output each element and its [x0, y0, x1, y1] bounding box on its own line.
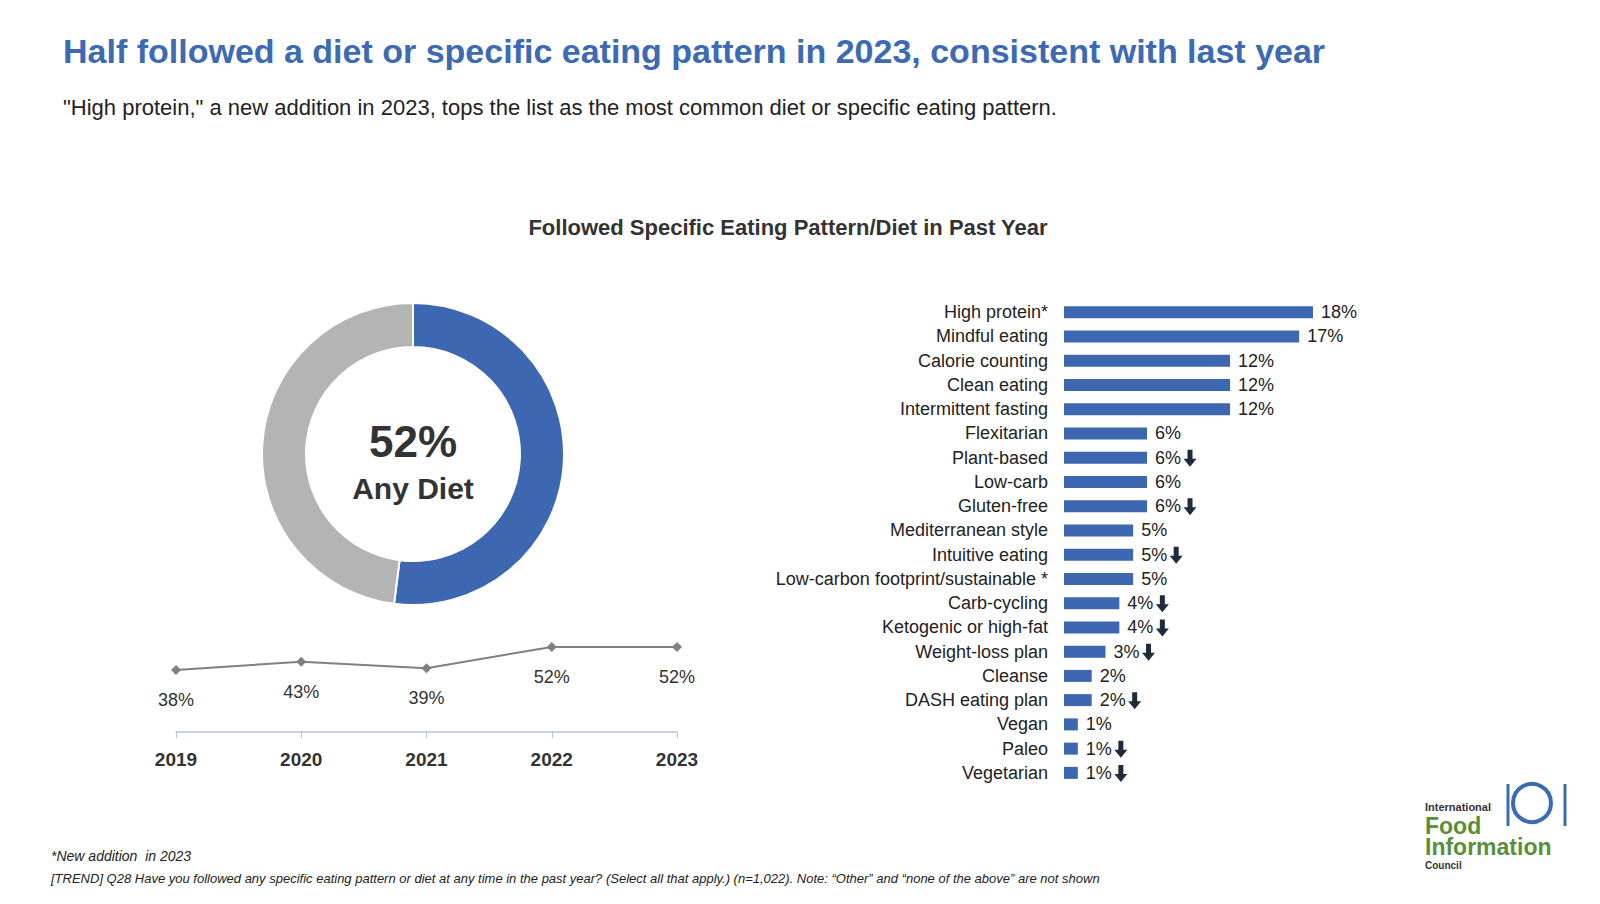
svg-text:Vegan: Vegan: [997, 714, 1048, 734]
svg-text:12%: 12%: [1238, 399, 1274, 419]
svg-text:Mindful eating: Mindful eating: [936, 326, 1048, 346]
svg-text:12%: 12%: [1238, 351, 1274, 371]
svg-text:2022: 2022: [531, 749, 573, 770]
svg-text:52%: 52%: [534, 667, 570, 687]
svg-text:Followed Specific Eating Patte: Followed Specific Eating Pattern/Diet in…: [528, 215, 1048, 240]
svg-text:High protein*: High protein*: [944, 302, 1048, 322]
svg-text:"High protein," a new addition: "High protein," a new addition in 2023, …: [63, 95, 1057, 120]
svg-text:Flexitarian: Flexitarian: [965, 423, 1048, 443]
svg-text:Mediterranean style: Mediterranean style: [890, 520, 1048, 540]
svg-text:12%: 12%: [1238, 375, 1274, 395]
svg-text:39%: 39%: [408, 688, 444, 708]
svg-text:38%: 38%: [158, 690, 194, 710]
svg-text:International: International: [1425, 801, 1491, 813]
svg-text:1%: 1%: [1086, 763, 1112, 783]
svg-text:18%: 18%: [1321, 302, 1357, 322]
svg-text:17%: 17%: [1307, 326, 1343, 346]
svg-text:Half followed a diet or specif: Half followed a diet or specific eating …: [63, 32, 1325, 70]
svg-text:2023: 2023: [656, 749, 698, 770]
svg-text:Cleanse: Cleanse: [982, 666, 1048, 686]
svg-text:DASH eating plan: DASH eating plan: [905, 690, 1048, 710]
svg-text:Ketogenic or high-fat: Ketogenic or high-fat: [882, 617, 1048, 637]
svg-text:Food: Food: [1425, 813, 1482, 839]
svg-text:4%: 4%: [1127, 593, 1153, 613]
svg-text:Low-carb: Low-carb: [974, 472, 1048, 492]
svg-text:43%: 43%: [283, 682, 319, 702]
svg-text:5%: 5%: [1141, 520, 1167, 540]
svg-text:Plant-based: Plant-based: [952, 448, 1048, 468]
svg-text:2021: 2021: [405, 749, 448, 770]
svg-text:6%: 6%: [1155, 496, 1181, 516]
svg-text:5%: 5%: [1141, 569, 1167, 589]
svg-text:Paleo: Paleo: [1002, 739, 1048, 759]
svg-text:Clean eating: Clean eating: [947, 375, 1048, 395]
svg-text:6%: 6%: [1155, 472, 1181, 492]
svg-text:Any Diet: Any Diet: [352, 472, 474, 505]
svg-text:2020: 2020: [280, 749, 322, 770]
svg-text:6%: 6%: [1155, 448, 1181, 468]
svg-text:[TREND] Q28 Have you followed: [TREND] Q28 Have you followed any specif…: [50, 871, 1100, 886]
svg-text:52%: 52%: [369, 417, 457, 466]
svg-text:5%: 5%: [1141, 545, 1167, 565]
svg-text:Intermittent fasting: Intermittent fasting: [900, 399, 1048, 419]
svg-text:Vegetarian: Vegetarian: [962, 763, 1048, 783]
svg-text:Carb-cycling: Carb-cycling: [948, 593, 1048, 613]
svg-text:3%: 3%: [1114, 642, 1140, 662]
svg-text:Weight-loss plan: Weight-loss plan: [915, 642, 1048, 662]
svg-text:2%: 2%: [1100, 690, 1126, 710]
svg-text:Information: Information: [1425, 834, 1552, 860]
svg-text:52%: 52%: [659, 667, 695, 687]
svg-text:6%: 6%: [1155, 423, 1181, 443]
svg-text:2%: 2%: [1100, 666, 1126, 686]
svg-text:1%: 1%: [1086, 714, 1112, 734]
svg-text:Gluten-free: Gluten-free: [958, 496, 1048, 516]
svg-text:2019: 2019: [155, 749, 197, 770]
svg-text:1%: 1%: [1086, 739, 1112, 759]
svg-text:Intuitive eating: Intuitive eating: [932, 545, 1048, 565]
svg-text:*New addition in 2023: *New addition in 2023: [51, 848, 191, 864]
svg-text:4%: 4%: [1127, 617, 1153, 637]
svg-text:Low-carbon footprint/sustainab: Low-carbon footprint/sustainable *: [776, 569, 1048, 589]
svg-text:Calorie counting: Calorie counting: [918, 351, 1048, 371]
svg-text:Council: Council: [1425, 860, 1462, 871]
